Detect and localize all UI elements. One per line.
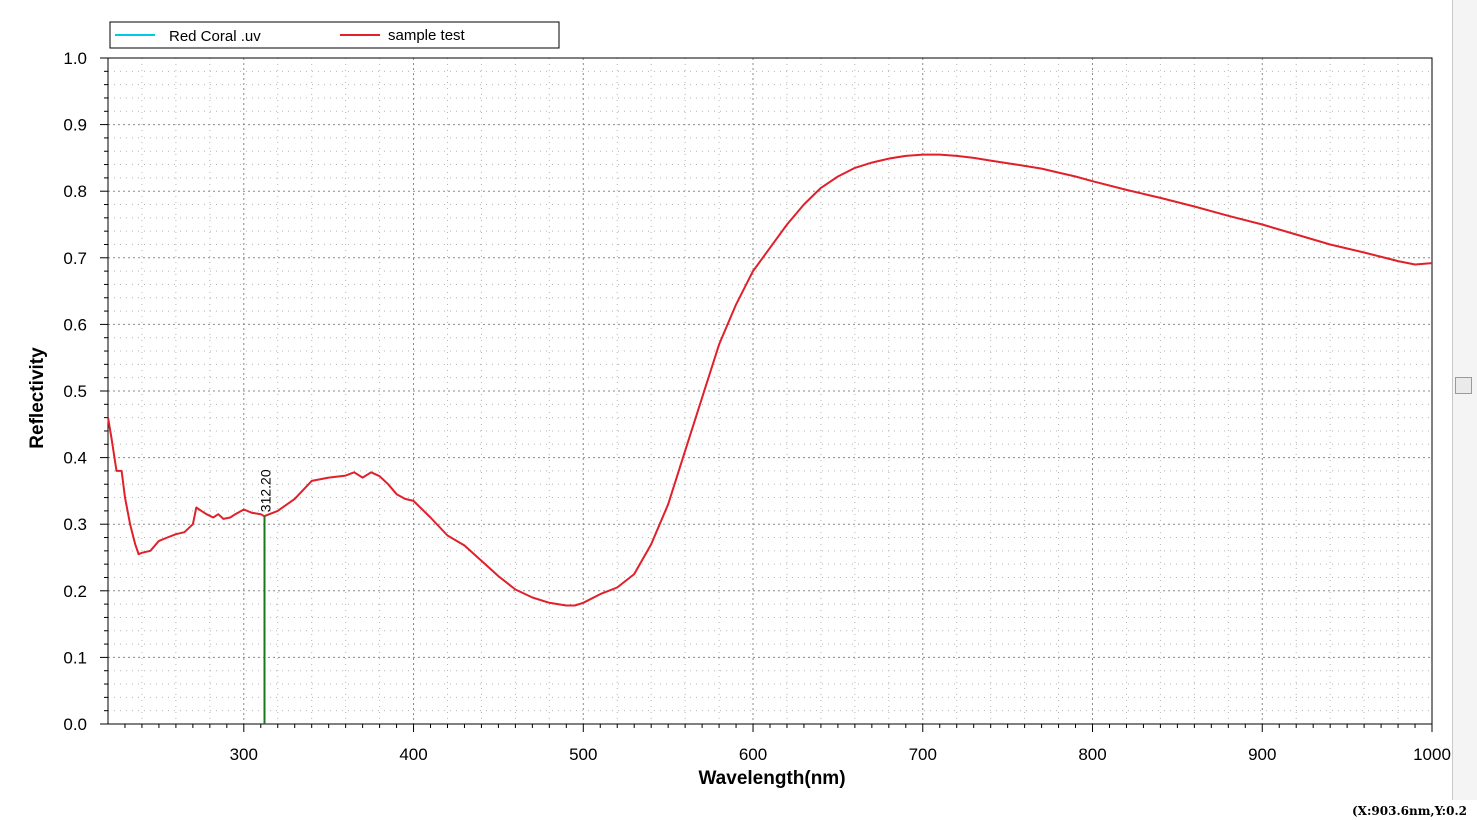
y-axis-title: Reflectivity xyxy=(27,347,48,449)
x-tick-label: 400 xyxy=(399,745,427,764)
series-line-1 xyxy=(107,153,1433,607)
legend-label-red-coral: Red Coral .uv xyxy=(169,28,261,45)
y-tick-label: 0.3 xyxy=(63,515,87,534)
marker-layer: 312.20 xyxy=(258,469,274,724)
legend-label-sample-test: sample test xyxy=(388,27,466,44)
x-axis-title: Wavelength(nm) xyxy=(698,768,845,789)
y-tick-label: 0.4 xyxy=(63,449,87,468)
x-tick-label: 1000 xyxy=(1413,745,1451,764)
vertical-scrollbar[interactable] xyxy=(1452,0,1477,800)
series-layer xyxy=(107,153,1433,607)
y-tick-label: 0.6 xyxy=(63,315,87,334)
y-tick-label: 0.7 xyxy=(63,249,87,268)
y-tick-label: 0.1 xyxy=(63,648,87,667)
x-tick-label: 300 xyxy=(230,745,258,764)
y-tick-label: 0.2 xyxy=(63,582,87,601)
x-tick-label: 700 xyxy=(909,745,937,764)
y-tick-label: 0.0 xyxy=(63,715,87,734)
y-tick-label: 0.8 xyxy=(63,182,87,201)
x-tick-label: 900 xyxy=(1248,745,1276,764)
x-tick-label: 500 xyxy=(569,745,597,764)
y-tick-label: 1.0 xyxy=(63,49,87,68)
coordinate-readout: (X:903.6nm,Y:0.2 xyxy=(1352,804,1467,818)
x-axis: 300 400 500 600 700 800 900 1000 xyxy=(124,724,1451,764)
legend-box xyxy=(109,21,560,49)
grid xyxy=(108,58,1432,724)
scrollbar-thumb[interactable] xyxy=(1455,377,1472,394)
x-tick-label: 800 xyxy=(1078,745,1106,764)
y-axis: 0.0 0.1 0.2 0.3 0.4 0.5 0.6 0.7 0.8 0.9 1.0 xyxy=(63,49,108,734)
x-tick-label: 600 xyxy=(739,745,767,764)
legend: Red Coral .uv sample test xyxy=(109,21,560,49)
reflectivity-chart[interactable]: 300 400 500 600 700 800 900 1000 0.00.10.20.30.… xyxy=(0,0,1455,800)
marker-label: 312.20 xyxy=(258,469,274,512)
y-tick-label: 0.5 xyxy=(63,382,87,401)
y-tick-label: 0.9 xyxy=(63,116,87,135)
